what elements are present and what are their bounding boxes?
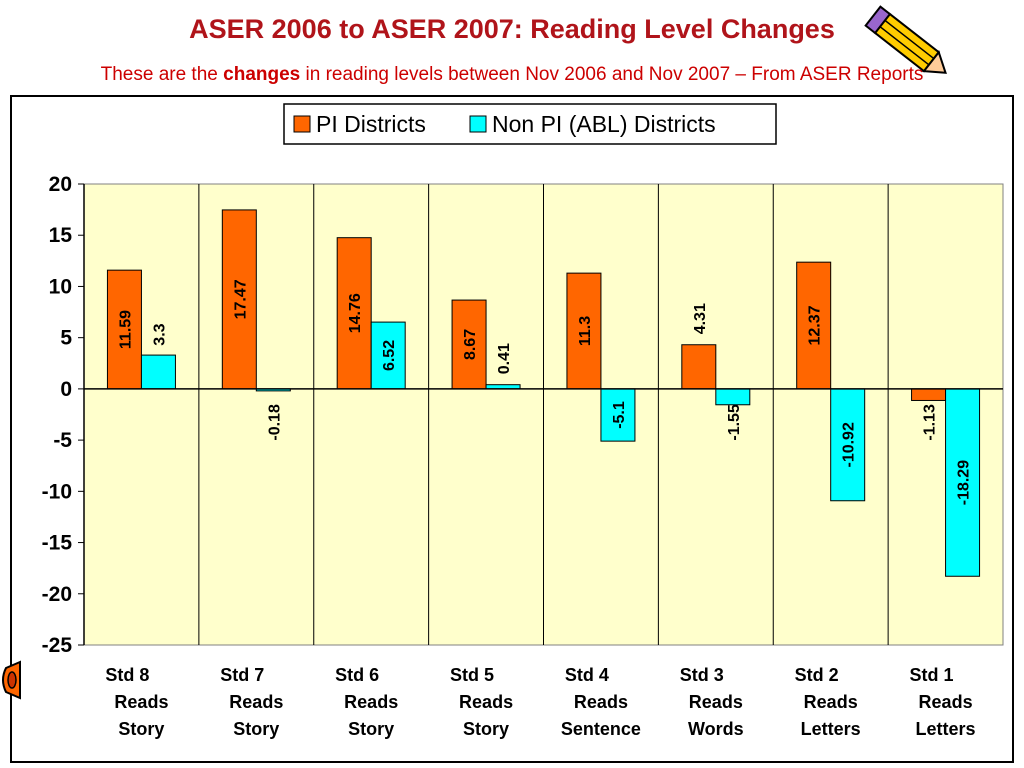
legend-swatch-nonpi [469, 115, 487, 133]
nonpi-data-label: 0.41 [496, 343, 513, 374]
pi-data-label: 8.67 [462, 329, 479, 360]
category-label: Reads [459, 692, 513, 712]
y-tick-label: 15 [49, 224, 73, 247]
category-label: Reads [689, 692, 743, 712]
y-tick-label: -20 [42, 583, 72, 606]
category-label: Std 2 [795, 665, 839, 685]
category-label: Std 3 [680, 665, 724, 685]
legend-label-nonpi: Non PI (ABL) Districts [492, 111, 716, 137]
y-tick-label: 5 [60, 327, 72, 350]
y-tick-label: -25 [42, 634, 73, 657]
pi-bar [681, 344, 717, 390]
y-tick-label: -10 [42, 480, 72, 503]
category-label: Std 4 [565, 665, 609, 685]
category-label: Std 5 [450, 665, 494, 685]
pi-bar [566, 272, 602, 390]
nonpi-bar [140, 354, 176, 390]
category-label: Sentence [561, 719, 641, 739]
category-label: Words [688, 719, 744, 739]
category-label: Std 7 [220, 665, 264, 685]
category-label: Std 1 [910, 665, 954, 685]
bar-chart: 20 15 10 5 0 -5 -10 -15 -20 -25 11.59 3.3 17.47 -0.18… [42, 103, 1004, 739]
y-tick-label: 20 [49, 173, 72, 196]
category-label: Story [118, 719, 164, 739]
pi-data-label: 11.59 [117, 310, 134, 349]
chart-frame: 20 15 10 5 0 -5 -10 -15 -20 -25 11.59 3.3 17.47 -0.18… [10, 95, 1014, 763]
category-label: Reads [574, 692, 628, 712]
category-label: Letters [801, 719, 861, 739]
slide-subtitle: These are the changes in reading levels … [0, 64, 1024, 86]
category-label: Story [463, 719, 509, 739]
nonpi-data-label: 3.3 [151, 323, 168, 345]
category-label: Story [348, 719, 394, 739]
pi-data-label: 12.37 [807, 305, 824, 345]
category-label: Reads [229, 692, 283, 712]
pi-data-label: 17.47 [232, 279, 249, 319]
nonpi-bar [370, 321, 406, 390]
legend-swatch-pi [293, 115, 311, 133]
pi-bar [106, 269, 142, 390]
pi-bar [911, 388, 947, 401]
category-label: Reads [919, 692, 973, 712]
nonpi-data-label: -1.55 [726, 404, 743, 441]
slide-title: ASER 2006 to ASER 2007: Reading Level Ch… [189, 14, 835, 44]
y-tick-label: 0 [60, 378, 72, 401]
subtitle-bold: changes [223, 64, 301, 85]
nonpi-bar [715, 388, 751, 406]
y-tick-label: 10 [49, 275, 72, 298]
nonpi-bar [830, 388, 866, 502]
nonpi-bar [945, 388, 981, 577]
category-label: Letters [916, 719, 976, 739]
subtitle-pre: These are the [100, 64, 224, 85]
category-label: Reads [114, 692, 168, 712]
category-label: Reads [344, 692, 398, 712]
y-tick-label: -15 [42, 532, 73, 555]
nonpi-data-label: -5.1 [611, 401, 628, 429]
subtitle-post: in reading levels between Nov 2006 and N… [300, 64, 924, 85]
pi-data-label: 11.3 [577, 316, 594, 346]
category-label: Reads [804, 692, 858, 712]
pi-bar [451, 299, 487, 390]
legend-label-pi: PI Districts [316, 111, 426, 137]
crayon-icon [2, 660, 21, 700]
category-label: Story [233, 719, 279, 739]
nonpi-data-label: 6.52 [381, 340, 398, 371]
y-tick-label: -5 [53, 429, 72, 452]
pi-data-label: 4.31 [692, 303, 709, 334]
legend-box [283, 103, 777, 145]
nonpi-bar [600, 388, 636, 442]
nonpi-data-label: -18.29 [956, 460, 973, 505]
category-label: Std 6 [335, 665, 379, 685]
pencil-icon [864, 5, 947, 74]
nonpi-data-label: -0.18 [266, 404, 283, 441]
pi-data-label: 14.76 [347, 293, 364, 333]
category-label: Std 8 [105, 665, 149, 685]
nonpi-data-label: -10.92 [841, 422, 858, 467]
pi-data-label: -1.13 [922, 404, 939, 441]
